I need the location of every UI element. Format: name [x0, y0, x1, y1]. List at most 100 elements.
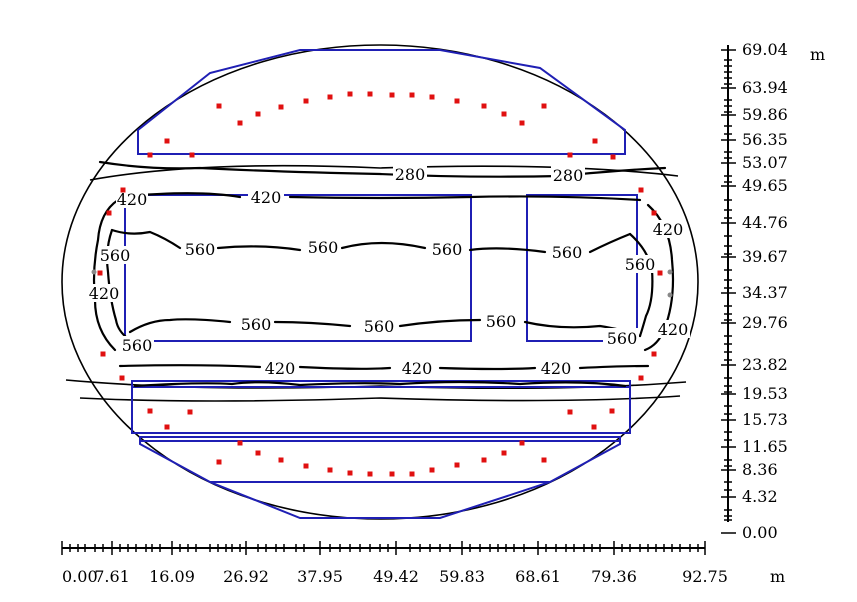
measurement-point [187, 409, 193, 415]
measurement-point [409, 92, 415, 98]
contour-labels: 280 280 420 420 420 420 420 420 [86, 165, 690, 378]
svg-text:560: 560 [432, 240, 463, 259]
measurement-point [278, 457, 284, 463]
svg-text:420: 420 [402, 359, 433, 378]
measurement-point [519, 120, 525, 126]
x-tick-label: 92.75 [682, 567, 728, 586]
y-tick-label: 0.00 [742, 523, 778, 542]
measurement-point [501, 450, 507, 456]
measurement-point [106, 210, 112, 216]
contour-label-280: 280 [551, 166, 585, 185]
contour-label-560: 560 [428, 240, 466, 259]
measurement-point [567, 152, 573, 158]
measurement-point [327, 467, 333, 473]
x-tick-label: 79.36 [591, 567, 637, 586]
left-chamber-zone [124, 194, 472, 342]
svg-text:560: 560 [486, 312, 517, 331]
probe-points [91, 269, 673, 298]
probe-point [667, 269, 673, 275]
y-axis-labels: 69.04 63.94 59.86 56.35 53.07 49.65 44.76 39.67… [742, 40, 788, 542]
measurement-point [592, 138, 598, 144]
y-tick-label: 44.76 [742, 213, 788, 232]
svg-text:560: 560 [241, 315, 272, 334]
measurement-point [389, 471, 395, 477]
y-tick-label: 56.35 [742, 130, 788, 149]
contour-label-560: 560 [482, 312, 520, 331]
probe-point [91, 269, 97, 275]
y-tick-label: 59.86 [742, 105, 788, 124]
contour-label-560: 560 [183, 240, 217, 259]
y-tick-label: 23.82 [742, 355, 788, 374]
measurement-point [519, 440, 525, 446]
measurement-point [216, 459, 222, 465]
upper-band-line [89, 164, 679, 181]
svg-text:420: 420 [653, 220, 684, 239]
contour-560-upper-line [110, 228, 632, 254]
contour-wiggle-lower-band [133, 380, 627, 388]
measurement-point [389, 92, 395, 98]
x-tick-label: 37.95 [297, 567, 343, 586]
measurement-point [481, 103, 487, 109]
contour-label-560: 560 [305, 238, 341, 257]
x-tick-label: 68.61 [515, 567, 561, 586]
measurement-point [147, 152, 153, 158]
contour-label-420: 420 [651, 220, 685, 239]
y-tick-label: 53.07 [742, 153, 788, 172]
contour-420-bottom-line [118, 364, 650, 371]
y-axis-ticks [721, 49, 736, 534]
contour-label-560: 560 [120, 336, 154, 355]
measurement-point [255, 111, 261, 117]
contour-label-560: 560 [625, 255, 655, 274]
x-tick-label: 49.42 [373, 567, 419, 586]
y-tick-label: 19.53 [742, 384, 788, 403]
measurement-point [591, 424, 597, 430]
measurement-point [429, 94, 435, 100]
contour-label-420: 420 [86, 284, 122, 303]
measurement-point [216, 103, 222, 109]
probe-point [667, 292, 673, 298]
measurement-point [454, 98, 460, 104]
measurement-point [189, 152, 195, 158]
bottom-zone [139, 436, 621, 519]
y-tick-label: 15.73 [742, 410, 788, 429]
x-axis: 0.007.61 16.09 26.92 37.95 49.42 59.83 68.61 79… [61, 541, 785, 586]
measurement-point [327, 94, 333, 100]
svg-text:560: 560 [308, 238, 339, 257]
measurement-point [100, 351, 106, 357]
x-tick-label: 7.61 [94, 567, 130, 586]
y-tick-label: 69.04 [742, 40, 788, 59]
measurement-point [255, 450, 261, 456]
y-tick-label: 63.94 [742, 78, 788, 97]
measurement-point [164, 424, 170, 430]
measurement-point [429, 467, 435, 473]
measurement-point [347, 470, 353, 476]
top-zone [137, 49, 626, 155]
measurement-point [638, 187, 644, 193]
measurement-point [120, 187, 126, 193]
y-axis: 69.04 63.94 59.86 56.35 53.07 49.65 44.76 39.67… [721, 40, 825, 542]
measurement-points [97, 91, 663, 477]
y-tick-label: 11.65 [742, 437, 788, 456]
svg-text:420: 420 [658, 320, 689, 339]
measurement-point [567, 409, 573, 415]
x-tick-label: 26.92 [223, 567, 269, 586]
y-tick-label: 29.76 [742, 313, 788, 332]
lower-band-zone [131, 380, 631, 434]
contour-label-280: 280 [393, 165, 427, 184]
measurement-point [119, 375, 125, 381]
measurement-point [541, 457, 547, 463]
y-tick-label: 49.65 [742, 176, 788, 195]
contour-label-420: 420 [248, 188, 284, 207]
measurement-point [651, 210, 657, 216]
contour-label-420: 420 [537, 359, 575, 378]
contour-label-560: 560 [607, 329, 638, 348]
measurement-point [609, 408, 615, 414]
x-tick-label: 16.09 [149, 567, 195, 586]
measurement-point [303, 463, 309, 469]
x-tick-label: 0.00 [62, 567, 98, 586]
measurement-point [657, 270, 663, 276]
contour-label-420: 420 [116, 190, 148, 209]
x-axis-labels: 0.007.61 16.09 26.92 37.95 49.42 59.83 68.61 79… [62, 567, 728, 586]
right-chamber-zone [526, 194, 638, 342]
